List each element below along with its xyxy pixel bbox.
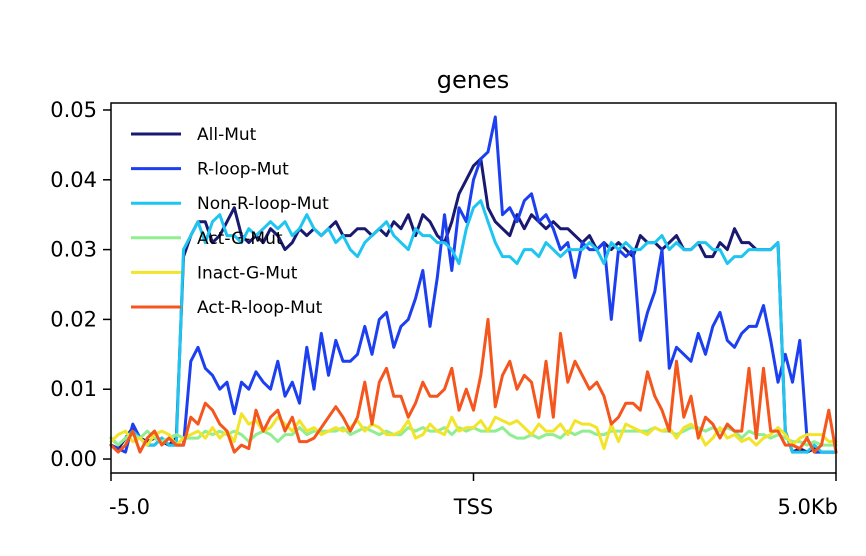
x-tick-label: TSS — [453, 495, 494, 519]
y-tick-label: 0.01 — [50, 377, 97, 401]
x-tick-label: -5.0 — [109, 495, 150, 519]
legend-label: All-Mut — [197, 125, 257, 145]
series-line-1 — [109, 115, 838, 454]
y-tick-label: 0.05 — [50, 98, 97, 122]
series-line-2 — [109, 199, 838, 454]
series-line-0 — [109, 157, 838, 454]
legend-label: Act-G-Mut — [197, 229, 283, 249]
chart-title: genes — [437, 66, 509, 94]
x-axis: -5.0 TSS 5.0Kb — [109, 473, 838, 519]
y-tick-label: 0.03 — [50, 238, 97, 262]
legend: All-Mut R-loop-Mut Non-R-loop-Mut Act-G-Mut… — [131, 125, 329, 318]
legend-label: Non-R-loop-Mut — [197, 194, 329, 214]
legend-label: Inact-G-Mut — [197, 263, 298, 283]
series-line-5 — [109, 317, 838, 454]
y-tick-label: 0.02 — [50, 307, 97, 331]
y-axis: 0.00 0.01 0.02 0.03 0.04 0.05 — [50, 98, 111, 471]
y-tick-label: 0.00 — [50, 447, 97, 471]
x-tick-label: 5.0Kb — [778, 495, 839, 519]
legend-label: Act-R-loop-Mut — [197, 298, 323, 318]
y-tick-label: 0.04 — [50, 168, 97, 192]
series-layer — [109, 115, 838, 454]
legend-label: R-loop-Mut — [197, 160, 289, 180]
series-line-4 — [109, 412, 838, 451]
